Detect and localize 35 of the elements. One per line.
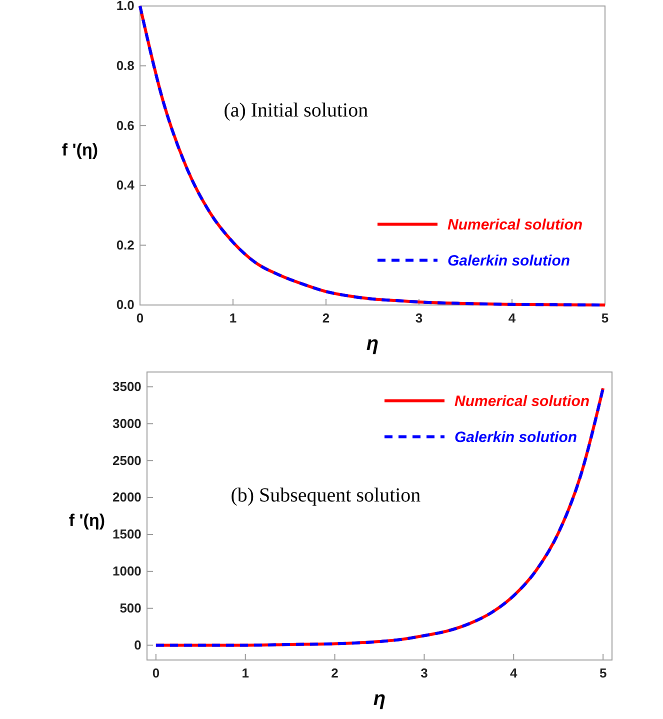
y-tick-label: 1.0 (116, 0, 134, 14)
x-tick-label: 4 (510, 665, 518, 680)
x-tick-label: 0 (152, 665, 160, 680)
y-tick-label: 1500 (112, 526, 142, 542)
y-axis-title: f '(η) (62, 140, 98, 160)
y-tick-label: 500 (120, 600, 142, 616)
x-tick-label: 3 (415, 310, 423, 326)
legend-label: Galerkin solution (454, 428, 578, 446)
x-tick-label: 1 (229, 310, 237, 326)
y-tick-label: 0.6 (116, 118, 134, 133)
y-tick-label: 2500 (112, 452, 142, 468)
x-tick-label: 2 (322, 310, 330, 326)
x-axis-title: η (373, 688, 386, 710)
x-tick-label: 2 (331, 665, 338, 680)
annotation: (b) Subsequent solution (230, 484, 421, 507)
x-tick-label: 5 (599, 665, 607, 680)
y-tick-label: 0.4 (116, 178, 136, 193)
annotation: (a) Initial solution (224, 100, 368, 122)
y-tick-label: 0.8 (116, 58, 134, 73)
legend-label: Galerkin solution (448, 252, 570, 270)
y-tick-label: 0.0 (116, 297, 134, 312)
x-tick-label: 1 (242, 665, 249, 680)
y-tick-label: 3000 (112, 416, 142, 431)
y-axis-title: f '(η) (68, 511, 105, 530)
x-tick-label: 4 (508, 310, 516, 326)
y-tick-label: 1000 (112, 564, 142, 579)
y-tick-label: 0.2 (116, 237, 134, 252)
x-tick-label: 5 (601, 310, 609, 326)
x-axis-title: η (366, 333, 379, 355)
y-tick-label: 2000 (112, 490, 142, 505)
y-tick-label: 0 (134, 637, 142, 652)
x-tick-label: 3 (420, 665, 428, 680)
legend-label: Numerical solution (454, 392, 590, 410)
legend-label: Numerical solution (448, 216, 583, 234)
y-tick-label: 3500 (112, 378, 142, 394)
